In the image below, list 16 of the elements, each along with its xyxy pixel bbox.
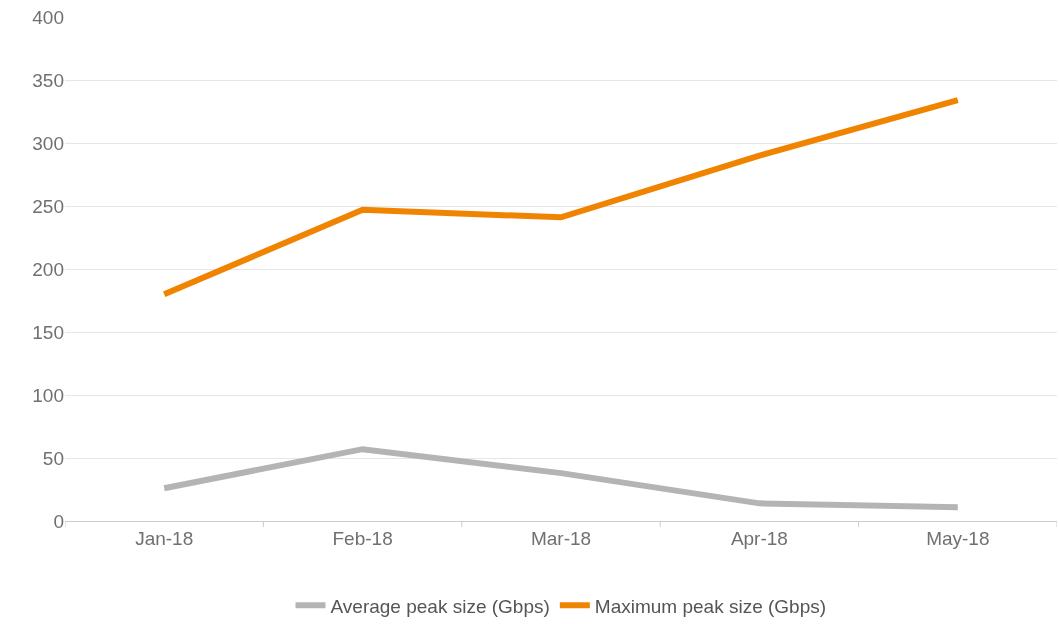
x-tick-label: May-18 bbox=[926, 527, 990, 549]
x-tick-label: Jan-18 bbox=[135, 527, 194, 549]
x-tick-label: Apr-18 bbox=[730, 527, 788, 549]
y-tick-label: 150 bbox=[32, 321, 64, 343]
x-tick-label: Mar-18 bbox=[530, 527, 592, 549]
legend-label: Maximum peak size (Gbps) bbox=[594, 595, 827, 617]
y-tick-label: 50 bbox=[42, 447, 64, 469]
legend-label: Average peak size (Gbps) bbox=[330, 595, 550, 617]
y-tick-label: 100 bbox=[32, 384, 64, 406]
y-tick-label: 350 bbox=[32, 69, 64, 91]
y-tick-label: 250 bbox=[32, 195, 64, 217]
y-tick-label: 0 bbox=[53, 510, 64, 532]
x-tick-label: Feb-18 bbox=[332, 527, 393, 549]
y-tick-label: 200 bbox=[32, 258, 64, 280]
y-tick-label: 300 bbox=[32, 132, 64, 154]
y-tick-label: 400 bbox=[32, 6, 64, 28]
